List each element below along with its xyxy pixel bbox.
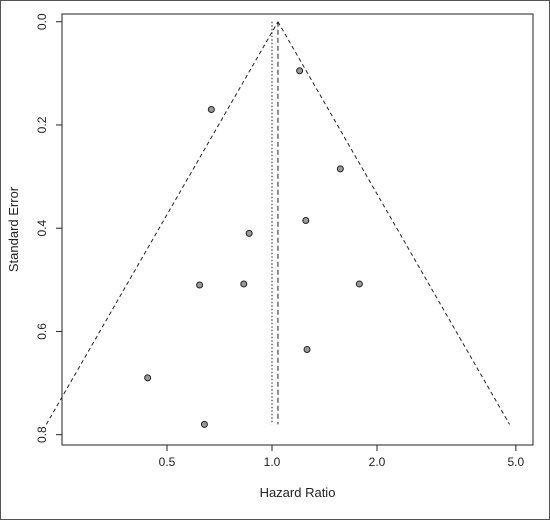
study-point xyxy=(207,105,215,113)
x-tick-label: 5.0 xyxy=(507,455,524,469)
x-tick-label: 2.0 xyxy=(369,455,386,469)
data-points xyxy=(144,67,363,428)
x-axis: 0.5 1.0 2.0 5.0 xyxy=(159,445,524,469)
y-tick-label: 0.8 xyxy=(35,426,49,443)
study-point xyxy=(240,280,248,288)
x-tick-label: 0.5 xyxy=(159,455,176,469)
funnel-right-boundary xyxy=(277,21,510,425)
study-point xyxy=(196,281,204,289)
study-point xyxy=(296,67,304,75)
x-tick-label: 1.0 xyxy=(264,455,281,469)
y-tick-label: 0.6 xyxy=(35,323,49,340)
study-point xyxy=(336,165,344,173)
y-tick-label: 0.2 xyxy=(35,116,49,133)
plot-frame xyxy=(61,13,534,446)
study-point xyxy=(303,346,311,354)
funnel-left-boundary xyxy=(45,21,279,425)
x-axis-label: Hazard Ratio xyxy=(260,485,336,500)
study-point xyxy=(245,229,253,237)
y-axis: 0.0 0.2 0.4 0.6 0.8 xyxy=(35,13,62,443)
study-point xyxy=(355,280,363,288)
study-point xyxy=(302,216,310,224)
study-point xyxy=(144,374,152,382)
study-point xyxy=(200,420,208,428)
y-tick-label: 0.0 xyxy=(35,13,49,30)
funnel-lines xyxy=(45,21,510,425)
y-tick-label: 0.4 xyxy=(35,220,49,237)
y-axis-label: Standard Error xyxy=(6,186,21,272)
